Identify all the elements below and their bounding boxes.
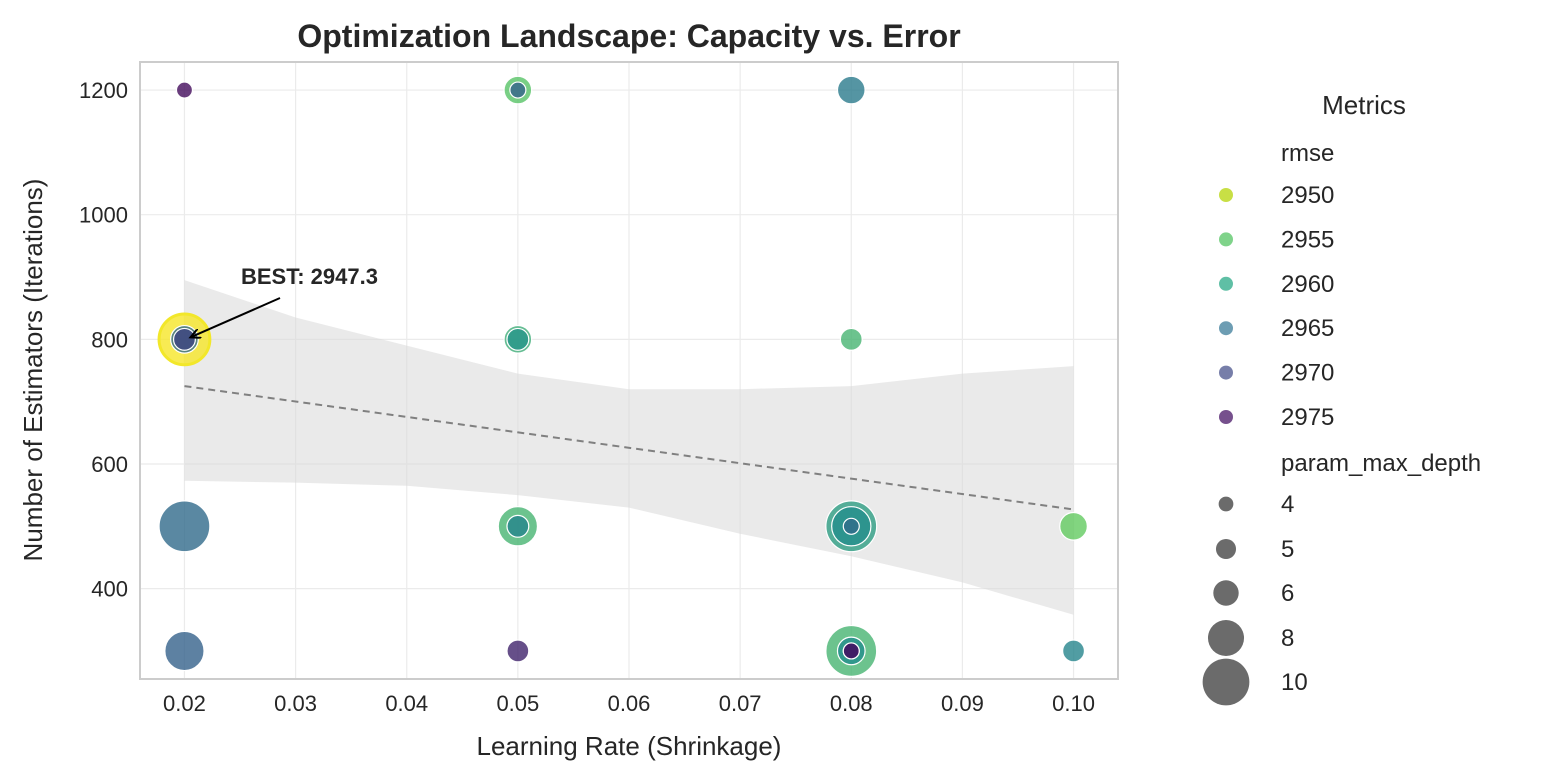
data-point bbox=[506, 514, 530, 538]
legend-hue-label: 2965 bbox=[1281, 315, 1334, 342]
annotation-arrow bbox=[190, 297, 281, 337]
legend-hue-label: 2970 bbox=[1281, 360, 1334, 387]
legend-items: 2950 2955 2960 2965 2970 2975 4 5 6 8 10 bbox=[1202, 182, 1334, 706]
x-tick-label: 0.03 bbox=[274, 691, 317, 716]
legend-hue-marker bbox=[1219, 321, 1233, 336]
data-point bbox=[839, 327, 863, 351]
legend-size-marker bbox=[1215, 538, 1237, 560]
y-axis-label: Number of Estimators (Iterations) bbox=[18, 179, 48, 562]
x-tick-label: 0.07 bbox=[719, 691, 762, 716]
trendline-path bbox=[184, 385, 1074, 511]
x-tick-label: 0.02 bbox=[163, 691, 206, 716]
legend-size-label: 6 bbox=[1281, 580, 1294, 607]
legend-hue-marker bbox=[1219, 410, 1233, 424]
x-tick-label: 0.08 bbox=[830, 691, 873, 716]
y-tick-label: 600 bbox=[91, 452, 128, 477]
x-tick-label: 0.05 bbox=[496, 691, 539, 716]
legend-hue-label: 2955 bbox=[1281, 226, 1334, 253]
x-tick-label: 0.04 bbox=[385, 691, 428, 716]
x-tick-label: 0.09 bbox=[941, 691, 984, 716]
data-point bbox=[175, 81, 194, 99]
legend: Metrics rmse param_max_depth 2950 2955 296… bbox=[1202, 90, 1481, 706]
y-tick-label: 1000 bbox=[79, 203, 128, 228]
data-point bbox=[842, 517, 860, 535]
legend-size-marker bbox=[1202, 658, 1250, 706]
data-point bbox=[158, 500, 211, 553]
data-point bbox=[509, 81, 527, 99]
data-point bbox=[506, 327, 530, 351]
legend-size-marker bbox=[1218, 496, 1234, 512]
data-point bbox=[1059, 511, 1088, 541]
x-tick-label: 0.10 bbox=[1052, 691, 1095, 716]
legend-hue-label: 2960 bbox=[1281, 271, 1334, 298]
data-point bbox=[842, 642, 860, 660]
y-tick-label: 1200 bbox=[79, 78, 128, 103]
legend-size-label: 10 bbox=[1281, 669, 1308, 696]
legend-size-label: 4 bbox=[1281, 491, 1294, 518]
legend-hue-marker bbox=[1219, 365, 1233, 380]
data-point bbox=[1062, 639, 1086, 663]
legend-hue-title: rmse bbox=[1281, 140, 1334, 167]
y-tick-label: 800 bbox=[91, 327, 128, 352]
legend-size-label: 8 bbox=[1281, 625, 1294, 652]
chart-title: Optimization Landscape: Capacity vs. Err… bbox=[297, 18, 960, 54]
legend-size-marker bbox=[1207, 619, 1245, 657]
plot-frame bbox=[139, 61, 1119, 680]
x-tick-label: 0.06 bbox=[608, 691, 651, 716]
data-point bbox=[172, 327, 196, 351]
legend-hue-marker bbox=[1219, 232, 1233, 247]
legend-hue-label: 2950 bbox=[1281, 182, 1334, 209]
data-point bbox=[164, 630, 205, 672]
annotation-label: BEST: 2947.3 bbox=[241, 264, 378, 289]
legend-size-label: 5 bbox=[1281, 536, 1294, 563]
legend-size-marker bbox=[1213, 580, 1239, 606]
best-annotation: BEST: 2947.3 bbox=[190, 264, 378, 337]
legend-hue-label: 2975 bbox=[1281, 404, 1334, 431]
data-point bbox=[506, 639, 530, 663]
data-point bbox=[836, 75, 866, 105]
x-axis-label: Learning Rate (Shrinkage) bbox=[477, 731, 782, 761]
y-axis-ticks: 400 600 800 1000 1200 bbox=[79, 78, 128, 602]
plot-area: BEST: 2947.3 bbox=[140, 62, 1118, 679]
legend-hue-marker bbox=[1219, 188, 1233, 202]
legend-title: Metrics bbox=[1322, 90, 1406, 120]
legend-hue-marker bbox=[1219, 276, 1233, 291]
trendline bbox=[184, 385, 1074, 511]
y-tick-label: 400 bbox=[91, 577, 128, 602]
legend-size-title: param_max_depth bbox=[1281, 450, 1481, 477]
x-axis-ticks: 0.02 0.03 0.04 0.05 0.06 0.07 0.08 0.09 0.10 bbox=[163, 691, 1095, 716]
